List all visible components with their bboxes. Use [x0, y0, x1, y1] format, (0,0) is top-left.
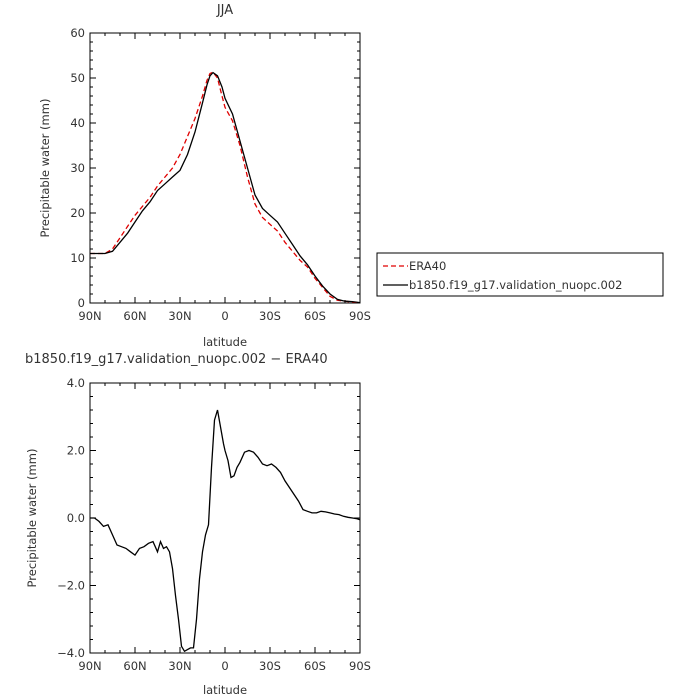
legend: ERA40 b1850.f19_g17.validation_nuopc.002 [376, 252, 664, 297]
top-chart-title: JJA [216, 3, 233, 18]
y-tick-label: 4.0 [67, 376, 85, 390]
top-chart: JJA 90N 60N 30N 0 30S 60S 90S 0 10 20 30 40 50 60 lat… [38, 3, 371, 349]
bottom-series-lines [90, 409, 361, 653]
legend-label-model: b1850.f19_g17.validation_nuopc.002 [409, 278, 622, 292]
y-tick-label: 30 [70, 161, 85, 175]
y-tick-label: −2.0 [57, 579, 85, 593]
y-tick-label: 2.0 [67, 444, 85, 458]
top-plot-frame [89, 32, 361, 304]
series-line-b1850-f19-g17-validation-nuopc-002 [90, 71, 361, 304]
y-tick-label: 0.0 [67, 511, 85, 525]
bottom-axis-ticks: 90N 60N 30N 0 30S 60S 90S 4.0 2.0 0.0 −2.0 −4.0 [57, 376, 371, 673]
x-tick-label: 30N [168, 659, 191, 673]
y-tick-label: 40 [70, 116, 85, 130]
bottom-y-axis-label: Precipitable water (mm) [25, 449, 39, 588]
x-tick-label: 30N [168, 309, 191, 323]
x-tick-label: 90S [349, 659, 371, 673]
x-tick-label: 90N [78, 659, 101, 673]
y-tick-label: 20 [70, 206, 85, 220]
y-tick-label: 60 [70, 26, 85, 40]
x-tick-label: 60S [304, 309, 326, 323]
y-tick-label: −4.0 [57, 646, 85, 660]
bottom-plot-frame [89, 382, 361, 654]
legend-box [376, 252, 664, 297]
y-tick-label: 10 [70, 251, 85, 265]
top-x-axis-label: latitude [203, 335, 247, 349]
x-tick-label: 60N [123, 659, 146, 673]
top-series-lines [90, 71, 361, 304]
x-tick-label: 90N [78, 309, 101, 323]
y-tick-label: 50 [70, 71, 85, 85]
series-line-difference [90, 409, 361, 653]
x-tick-label: 0 [221, 309, 228, 323]
x-tick-label: 60N [123, 309, 146, 323]
top-axis-ticks: 90N 60N 30N 0 30S 60S 90S 0 10 20 30 40 50 60 [70, 26, 371, 323]
series-line-era40 [90, 71, 361, 304]
y-tick-label: 0 [78, 296, 85, 310]
x-tick-label: 30S [259, 659, 281, 673]
x-tick-label: 30S [259, 309, 281, 323]
bottom-x-axis-label: latitude [203, 683, 247, 697]
top-y-axis-label: Precipitable water (mm) [38, 99, 52, 238]
x-tick-label: 0 [221, 659, 228, 673]
bottom-chart-title: b1850.f19_g17.validation_nuopc.002 − ERA… [25, 352, 328, 367]
bottom-chart: b1850.f19_g17.validation_nuopc.002 − ERA… [25, 352, 371, 697]
x-tick-label: 90S [349, 309, 371, 323]
legend-label-era40: ERA40 [409, 259, 446, 273]
x-tick-label: 60S [304, 659, 326, 673]
